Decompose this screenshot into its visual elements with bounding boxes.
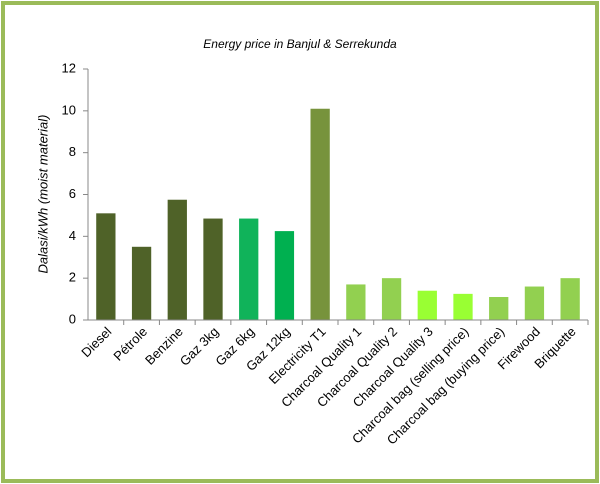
bar xyxy=(96,213,116,320)
bar xyxy=(489,296,509,320)
chart-title: Energy price in Banjul & Serrekunda xyxy=(203,37,397,51)
y-tick-label: 2 xyxy=(69,270,76,285)
bar xyxy=(203,218,223,320)
y-tick-label: 6 xyxy=(69,186,76,201)
bar xyxy=(310,108,330,320)
bar xyxy=(346,284,366,320)
bar xyxy=(239,218,259,320)
y-tick-label: 12 xyxy=(62,60,76,75)
bar xyxy=(167,199,187,320)
bar xyxy=(381,278,402,320)
y-tick-label: 0 xyxy=(69,311,76,326)
bar xyxy=(560,278,580,320)
y-tick-label: 10 xyxy=(62,102,76,117)
bar xyxy=(524,286,545,320)
y-axis-label: Dalasi/kWh (moist material) xyxy=(35,115,50,274)
bar xyxy=(453,293,473,320)
bar xyxy=(274,231,295,320)
y-tick-label: 8 xyxy=(69,144,76,159)
bar xyxy=(417,290,437,320)
y-tick-label: 4 xyxy=(69,228,76,243)
bar xyxy=(131,246,152,320)
